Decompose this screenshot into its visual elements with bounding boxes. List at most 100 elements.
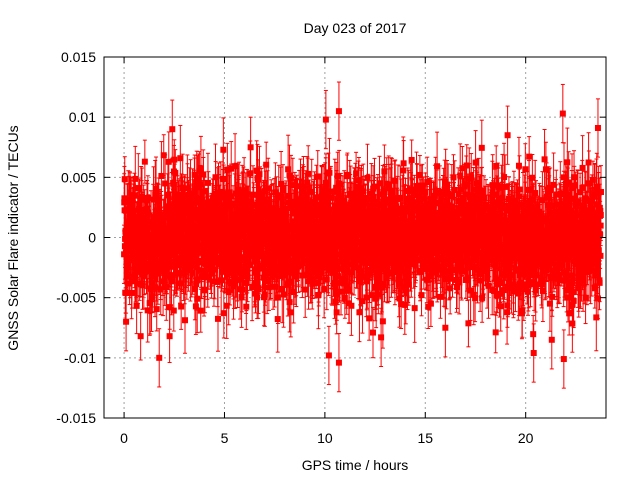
data-point xyxy=(165,158,172,165)
data-point xyxy=(287,309,294,316)
data-point xyxy=(149,279,156,286)
data-point xyxy=(133,302,140,309)
data-point xyxy=(254,214,261,221)
data-point xyxy=(172,197,179,204)
data-point xyxy=(198,204,205,211)
data-point xyxy=(321,264,328,271)
data-point xyxy=(290,250,297,257)
data-point xyxy=(191,247,198,254)
data-point xyxy=(202,260,209,267)
data-point xyxy=(214,278,221,285)
data-point xyxy=(302,286,309,293)
data-point xyxy=(192,198,199,205)
data-point xyxy=(170,180,177,187)
data-point xyxy=(171,156,178,163)
data-point xyxy=(232,163,239,170)
data-point xyxy=(264,278,271,285)
data-point xyxy=(180,216,187,223)
data-point xyxy=(211,266,218,273)
data-point xyxy=(280,291,287,298)
data-point xyxy=(207,266,214,273)
data-point xyxy=(239,286,246,293)
data-points xyxy=(121,81,604,393)
data-point xyxy=(257,253,264,260)
data-point xyxy=(233,235,240,242)
data-point xyxy=(274,294,281,301)
data-point xyxy=(316,227,323,234)
data-point xyxy=(194,175,201,182)
data-point xyxy=(313,251,320,258)
data-point xyxy=(242,198,249,205)
data-point xyxy=(198,267,205,274)
data-point xyxy=(218,216,224,223)
data-point xyxy=(299,272,306,279)
data-point xyxy=(304,272,311,279)
data-point xyxy=(249,191,256,198)
data-point xyxy=(152,191,159,198)
data-point xyxy=(210,195,217,202)
data-point xyxy=(244,273,251,280)
data-point xyxy=(261,188,268,195)
data-point xyxy=(278,180,285,187)
data-point xyxy=(196,181,203,188)
data-point xyxy=(166,304,173,311)
data-point xyxy=(220,146,227,153)
data-point xyxy=(322,192,329,199)
data-point xyxy=(326,169,333,176)
data-point xyxy=(308,202,315,209)
data-point xyxy=(285,166,292,173)
data-point xyxy=(230,272,237,279)
data-point xyxy=(318,237,325,244)
data-point xyxy=(205,199,212,206)
data-point xyxy=(153,306,160,313)
data-point xyxy=(164,191,171,198)
data-point xyxy=(226,200,233,207)
data-point xyxy=(214,315,221,322)
data-point xyxy=(138,196,145,203)
data-point xyxy=(144,307,151,314)
data-point xyxy=(243,266,250,273)
data-point xyxy=(289,182,296,189)
data-point xyxy=(151,234,158,241)
data-point xyxy=(323,276,330,283)
data-point xyxy=(187,229,194,236)
data-point xyxy=(234,276,241,283)
data-point xyxy=(150,196,157,203)
data-point xyxy=(314,173,321,180)
data-point xyxy=(130,207,137,214)
data-point xyxy=(152,248,159,255)
data-point xyxy=(170,307,177,314)
data-point xyxy=(146,223,153,230)
data-point xyxy=(180,226,187,233)
chart-title: Day 023 of 2017 xyxy=(304,20,407,36)
data-point xyxy=(137,333,144,340)
data-point xyxy=(252,290,259,297)
data-point xyxy=(218,277,225,284)
data-point xyxy=(238,233,245,240)
data-point xyxy=(287,174,294,181)
data-point xyxy=(153,225,160,232)
data-point xyxy=(226,222,233,229)
data-point xyxy=(178,191,185,198)
data-point xyxy=(158,172,165,179)
data-point xyxy=(276,234,283,241)
data-point xyxy=(325,203,332,210)
data-point xyxy=(191,171,198,178)
data-point xyxy=(182,317,189,324)
data-point xyxy=(228,193,235,200)
data-point xyxy=(121,176,128,183)
data-point xyxy=(157,224,164,231)
data-point xyxy=(260,252,267,259)
data-point xyxy=(128,278,135,285)
data-point xyxy=(185,259,192,266)
data-point xyxy=(279,187,286,194)
data-point xyxy=(215,197,222,204)
data-point xyxy=(220,310,227,317)
data-point xyxy=(266,205,273,212)
data-point xyxy=(283,207,290,214)
data-point xyxy=(197,307,204,314)
data-point xyxy=(290,289,297,296)
data-point xyxy=(204,179,211,186)
data-point xyxy=(254,294,261,301)
data-point xyxy=(172,239,179,246)
